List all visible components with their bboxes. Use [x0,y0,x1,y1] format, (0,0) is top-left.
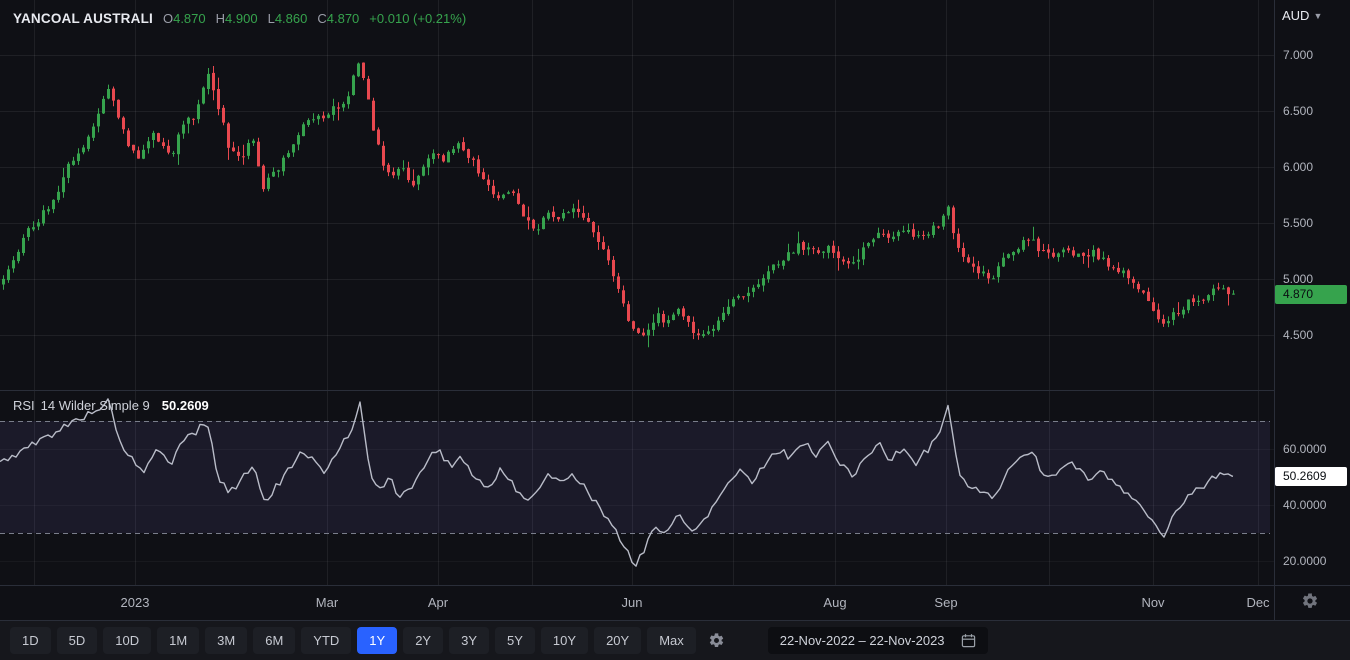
ohlc-open-value: 4.870 [173,11,206,26]
rsi-value-label: 50.2609 [1275,467,1347,487]
ohlc-low-label: L [267,11,275,26]
symbol-legend: YANCOAL AUSTRALI O4.870 H4.900 L4.860 C4… [13,11,466,26]
price-tick: 5.000 [1283,272,1314,286]
ohlc-low-value: 4.860 [274,11,308,26]
ohlc-high-label: H [215,11,226,26]
time-tick: 2023 [120,595,150,610]
range-buttons: 1D 5D 10D 1M 3M 6M YTD 1Y 2Y 3Y 5Y 10Y 20Y Max [10,627,696,654]
ohlc-open-label: O [162,11,174,26]
range-button-3m[interactable]: 3M [205,627,248,654]
ohlc-high-value: 4.900 [225,11,258,26]
time-tick: Apr [427,595,449,610]
price-tick: 4.500 [1283,328,1314,342]
ohlc-low: L4.860 [268,11,308,26]
range-button-10d[interactable]: 10D [103,627,152,654]
settings-gear-icon[interactable] [1301,592,1319,610]
rsi-tick: 40.0000 [1283,498,1327,512]
ohlc-close-label: C [317,11,327,26]
ohlc-high: H4.900 [216,11,258,26]
currency-label: AUD [1282,8,1310,23]
time-tick: Dec [1246,595,1270,610]
date-range-text: 22-Nov-2022 – 22-Nov-2023 [779,633,945,648]
currency-selector[interactable]: AUD ▼ [1282,8,1322,23]
time-tick: Nov [1141,595,1165,610]
ohlc-close: C4.870 [317,11,359,26]
time-tick: Aug [823,595,847,610]
range-button-20y[interactable]: 20Y [594,627,642,654]
date-range-picker[interactable]: 22-Nov-2022 – 22-Nov-2023 [767,627,988,654]
calendar-icon [961,634,975,648]
range-button-ytd[interactable]: YTD [301,627,352,654]
gear-icon [710,633,724,647]
range-button-1m[interactable]: 1M [157,627,200,654]
range-button-6m[interactable]: 6M [253,627,296,654]
time-axis[interactable]: 2023 Mar Apr Jun Aug Sep Nov Dec [0,585,1350,621]
rsi-current-value: 50.2609 [161,398,209,413]
range-button-5y[interactable]: 5Y [495,627,535,654]
price-tick: 5.500 [1283,216,1314,230]
rsi-legend[interactable]: RSI 14 Wilder Simple 9 50.2609 [13,398,209,413]
rsi-tick: 20.0000 [1283,554,1327,568]
time-tick: Sep [934,595,958,610]
chevron-down-icon: ▼ [1313,11,1323,21]
toolbar: 1D 5D 10D 1M 3M 6M YTD 1Y 2Y 3Y 5Y 10Y 20Y Max 22-Nov… [0,620,1350,660]
time-tick: Mar [315,595,339,610]
range-button-1d[interactable]: 1D [10,627,51,654]
range-button-2y[interactable]: 2Y [403,627,444,654]
ohlc-close-value: 4.870 [326,11,360,26]
ohlc-open: O4.870 [163,11,206,26]
symbol-name[interactable]: YANCOAL AUSTRALI [13,11,153,26]
rsi-params: 14 Wilder Simple 9 [40,398,150,413]
rsi-tick: 60.0000 [1283,442,1327,456]
time-tick: Jun [621,595,643,610]
price-tick: 6.000 [1283,160,1314,174]
chart-canvas[interactable] [0,0,1274,585]
range-button-max[interactable]: Max [647,627,696,654]
last-price-label: 4.870 [1275,284,1347,304]
range-button-3y[interactable]: 3Y [449,627,490,654]
rsi-title: RSI [13,398,35,413]
price-tick: 6.500 [1283,104,1314,118]
price-axis[interactable]: AUD ▼ 7.000 6.500 6.000 5.500 5.000 4.500 60.0… [1274,0,1350,620]
change-value: +0.010 (+0.21%) [369,11,467,26]
range-button-1y[interactable]: 1Y [357,627,398,654]
interval-settings-button[interactable] [702,627,732,654]
range-button-10y[interactable]: 10Y [540,627,589,654]
range-button-5d[interactable]: 5D [56,627,98,654]
price-tick: 7.000 [1283,48,1314,62]
